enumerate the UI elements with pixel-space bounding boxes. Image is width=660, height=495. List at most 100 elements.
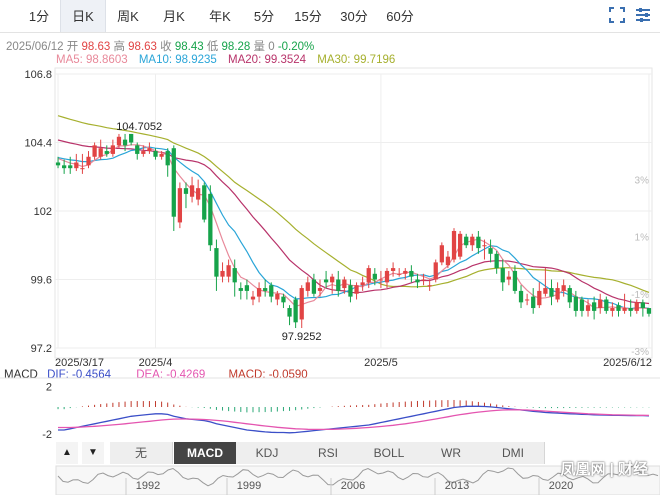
pct-tick-label: 1% <box>635 233 650 244</box>
candle-body <box>330 276 335 283</box>
tab-15min[interactable]: 15分 <box>294 9 322 24</box>
candle-body <box>165 151 170 166</box>
candle-body <box>610 308 615 311</box>
main-plot-frame <box>54 67 653 359</box>
quote-info-line: 2025/06/12 开 98.63 高 98.63 收 98.43 低 98.… <box>6 38 314 54</box>
indicator-tab-boll[interactable]: BOLL <box>358 442 421 464</box>
candle-body <box>311 279 317 294</box>
candle-body <box>549 288 554 297</box>
period-tab-bar: 1分 日K 周K 月K 年K 5分 15分 30分 60分 <box>0 0 660 33</box>
ma10-line <box>57 146 650 310</box>
candle-body <box>494 253 499 269</box>
candle-body <box>171 148 176 217</box>
dif-line <box>58 405 650 434</box>
candle-body <box>598 299 603 309</box>
volume-label: 量 <box>253 41 266 53</box>
candle-body <box>591 302 597 311</box>
candle-body <box>287 308 292 317</box>
candle-body <box>366 268 371 283</box>
overview-year-label: 2013 <box>445 480 469 492</box>
overview-year-label: 1992 <box>136 480 160 492</box>
indicator-tab-rsi[interactable]: RSI <box>298 442 359 464</box>
candle-body <box>573 296 578 311</box>
scroll-down-button[interactable]: ▼ <box>82 442 104 464</box>
y-tick-label: 97.2 <box>31 343 52 355</box>
candle-body <box>147 148 152 152</box>
tab-monthly-k[interactable]: 月K <box>163 9 185 24</box>
candle-body <box>537 290 542 306</box>
macd-y-tick-label: -2 <box>42 429 52 441</box>
candle-body <box>305 282 310 291</box>
candle-body <box>384 270 390 283</box>
volume-value: 0 <box>268 41 275 53</box>
macd-y-tick-label: 2 <box>46 381 52 393</box>
candle-body <box>531 296 536 309</box>
tab-daily-k[interactable]: 日K <box>60 0 106 32</box>
candle-body <box>543 288 548 294</box>
tab-1min[interactable]: 1分 <box>28 9 50 24</box>
pct-tick-label: -3% <box>631 347 649 358</box>
change-value: -0.20% <box>277 41 315 53</box>
watermark: 凤凰网 | 财经 <box>560 461 648 478</box>
candle-body <box>281 296 286 303</box>
indicator-tab-kdj[interactable]: KDJ <box>236 442 299 464</box>
y-tick-label: 99.6 <box>31 275 52 287</box>
candle-body <box>409 270 414 277</box>
candle-body <box>555 288 560 300</box>
price-annotation: 104.7052 <box>116 121 162 133</box>
candle-body <box>616 305 621 311</box>
candle-body <box>104 151 109 154</box>
indicator-tab-macd[interactable]: MACD <box>174 442 237 464</box>
candle-body <box>524 299 530 301</box>
tab-60min[interactable]: 60分 <box>386 9 414 24</box>
indicator-tab-none[interactable]: 无 <box>110 442 173 464</box>
low-value: 98.28 <box>221 41 251 53</box>
x-tick-label: 2025/4 <box>139 357 173 369</box>
candle-body <box>518 290 524 303</box>
candle-body <box>640 302 645 309</box>
fullscreen-icon[interactable] <box>608 6 626 24</box>
settings-icon[interactable] <box>634 6 652 24</box>
tab-weekly-k[interactable]: 周K <box>117 9 139 24</box>
candle-body <box>153 151 158 157</box>
candle-body <box>250 296 256 300</box>
candle-body <box>141 151 146 154</box>
candle-body <box>110 145 116 154</box>
price-annotation: 97.9252 <box>282 331 322 343</box>
candle-body <box>445 256 451 266</box>
candle-body <box>403 270 408 274</box>
candle-body <box>506 276 511 280</box>
open-label: 开 <box>66 41 79 53</box>
candle-body <box>421 279 426 281</box>
x-tick-label: 2025/3/17 <box>55 357 104 369</box>
candle-body <box>336 279 341 291</box>
candle-body <box>585 305 591 311</box>
candle-body <box>116 136 122 146</box>
overview-sparkline <box>57 465 659 487</box>
overview-year-label: 2006 <box>341 480 365 492</box>
candle-body <box>372 273 377 280</box>
tab-30min[interactable]: 30分 <box>340 9 368 24</box>
tab-5min[interactable]: 5分 <box>253 9 275 24</box>
ma5-legend: MA5: 98.8603 <box>56 54 128 66</box>
indicator-tab-wr[interactable]: WR <box>420 442 483 464</box>
candle-body <box>604 299 609 311</box>
candle-body <box>226 265 231 277</box>
tab-yearly-k[interactable]: 年K <box>209 9 231 24</box>
quote-date: 2025/06/12 <box>6 41 64 53</box>
candle-body <box>646 308 652 314</box>
candle-body <box>433 262 438 280</box>
indicator-tab-dmi[interactable]: DMI <box>482 442 545 464</box>
candle-body <box>135 145 140 154</box>
candle-body <box>470 236 475 246</box>
scroll-up-button[interactable]: ▲ <box>56 442 78 464</box>
y-tick-label: 106.8 <box>24 69 52 81</box>
open-value: 98.63 <box>81 41 111 53</box>
candle-body <box>177 188 183 223</box>
overview-year-label: 2020 <box>549 480 573 492</box>
candle-body <box>80 168 85 170</box>
candle-body <box>457 233 463 257</box>
candle-body <box>628 308 633 311</box>
candle-body <box>183 188 189 194</box>
